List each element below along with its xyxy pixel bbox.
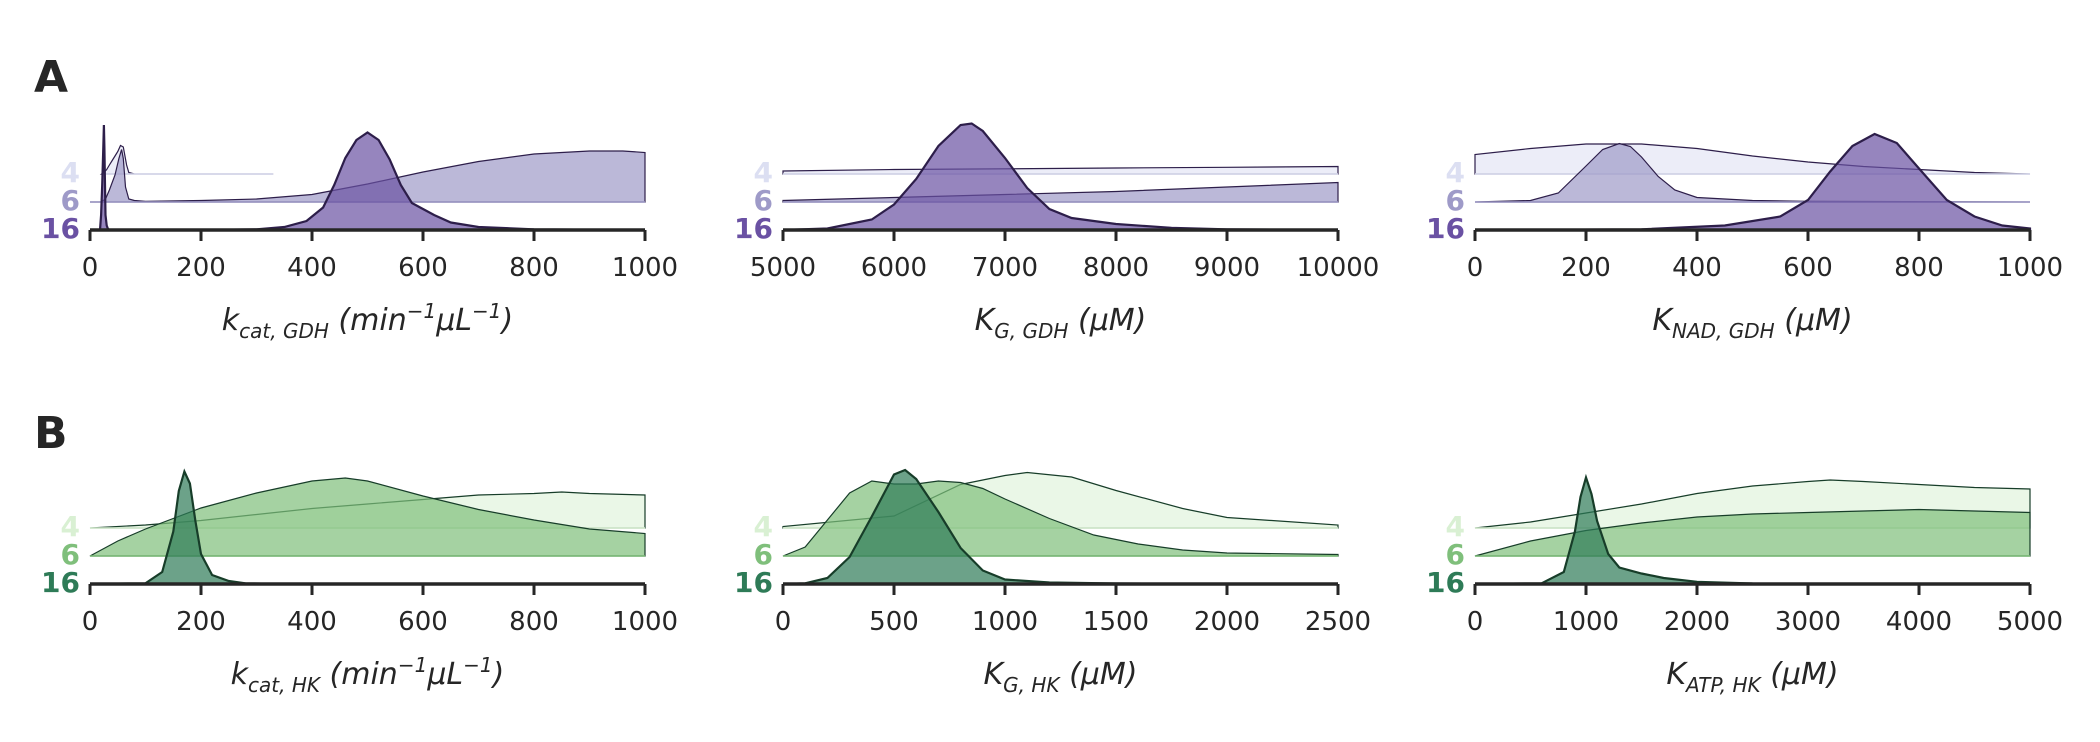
legend-label-4: 4 [1446, 510, 1465, 543]
x-tick-label: 200 [176, 607, 226, 637]
x-tick-label: 2000 [1664, 607, 1730, 637]
series-6-area [89, 477, 646, 557]
legend-label-16: 16 [734, 212, 773, 245]
x-tick-label: 200 [176, 253, 226, 283]
x-tick-label: 9000 [1194, 253, 1260, 283]
x-axis-label: KG, HK (μM) [983, 657, 1137, 697]
series-16-area [1474, 132, 2032, 232]
series-6-area [782, 181, 1339, 203]
legend-label-4: 4 [754, 156, 773, 189]
x-tick-label: 1000 [612, 607, 678, 637]
series-16-area [98, 124, 113, 232]
series-4-area [1474, 143, 2031, 175]
x-tick-label: 400 [287, 253, 337, 283]
legend-label-4: 4 [1446, 156, 1465, 189]
x-tick-label: 2500 [1305, 607, 1371, 637]
x-axis-label: kcat, HK (min−1μL−1) [231, 653, 505, 697]
x-tick-label: 4000 [1886, 607, 1952, 637]
x-tick-label: 5000 [750, 253, 816, 283]
panel-label-a: A [34, 52, 69, 103]
x-axis-label: KG, GDH (μM) [975, 303, 1147, 343]
x-tick-label: 7000 [972, 253, 1038, 283]
x-tick-label: 1000 [1553, 607, 1619, 637]
x-tick-label: 0 [82, 607, 99, 637]
legend-label-4: 4 [61, 510, 80, 543]
x-tick-label: 500 [869, 607, 919, 637]
x-axis-label: kcat, GDH (min−1μL−1) [222, 299, 513, 343]
x-tick-label: 1500 [1083, 607, 1149, 637]
legend-label-16: 16 [734, 566, 773, 599]
x-tick-label: 400 [287, 607, 337, 637]
x-tick-label: 0 [82, 253, 99, 283]
x-tick-label: 600 [398, 253, 448, 283]
series-16-area [90, 131, 646, 232]
panel-label-b: B [34, 408, 68, 459]
x-tick-label: 5000 [1997, 607, 2063, 637]
x-tick-label: 600 [1783, 253, 1833, 283]
x-tick-label: 600 [398, 607, 448, 637]
x-axis-label: KATP, HK (μM) [1666, 657, 1838, 697]
series-6-area [1474, 508, 2031, 557]
x-tick-label: 400 [1672, 253, 1722, 283]
x-tick-label: 0 [775, 607, 792, 637]
series-4-area [99, 144, 274, 175]
x-tick-label: 6000 [861, 253, 927, 283]
x-tick-label: 1000 [612, 253, 678, 283]
x-tick-label: 3000 [1775, 607, 1841, 637]
legend-label-4: 4 [754, 510, 773, 543]
legend-label-6: 6 [754, 538, 773, 571]
x-tick-label: 2000 [1194, 607, 1260, 637]
x-tick-label: 0 [1467, 253, 1484, 283]
x-tick-label: 800 [1894, 253, 1944, 283]
x-tick-label: 1000 [1997, 253, 2063, 283]
legend-label-16: 16 [41, 566, 80, 599]
series-6-area [1474, 142, 2031, 203]
legend-label-6: 6 [61, 184, 80, 217]
legend-label-6: 6 [754, 184, 773, 217]
x-tick-label: 1000 [972, 607, 1038, 637]
x-tick-label: 10000 [1297, 253, 1380, 283]
legend-label-6: 6 [1446, 184, 1465, 217]
series-16-area [782, 122, 1339, 232]
x-tick-label: 0 [1467, 607, 1484, 637]
x-tick-label: 200 [1561, 253, 1611, 283]
series-6-area [90, 149, 646, 203]
x-axis-label: KNAD, GDH (μM) [1652, 303, 1852, 343]
legend-label-6: 6 [61, 538, 80, 571]
x-tick-label: 800 [509, 607, 559, 637]
legend-label-16: 16 [1426, 566, 1465, 599]
legend-label-4: 4 [61, 156, 80, 189]
x-tick-label: 8000 [1083, 253, 1149, 283]
series-4-area [782, 165, 1339, 175]
legend-label-16: 16 [41, 212, 80, 245]
legend-label-6: 6 [1446, 538, 1465, 571]
x-tick-label: 800 [509, 253, 559, 283]
legend-label-16: 16 [1426, 212, 1465, 245]
